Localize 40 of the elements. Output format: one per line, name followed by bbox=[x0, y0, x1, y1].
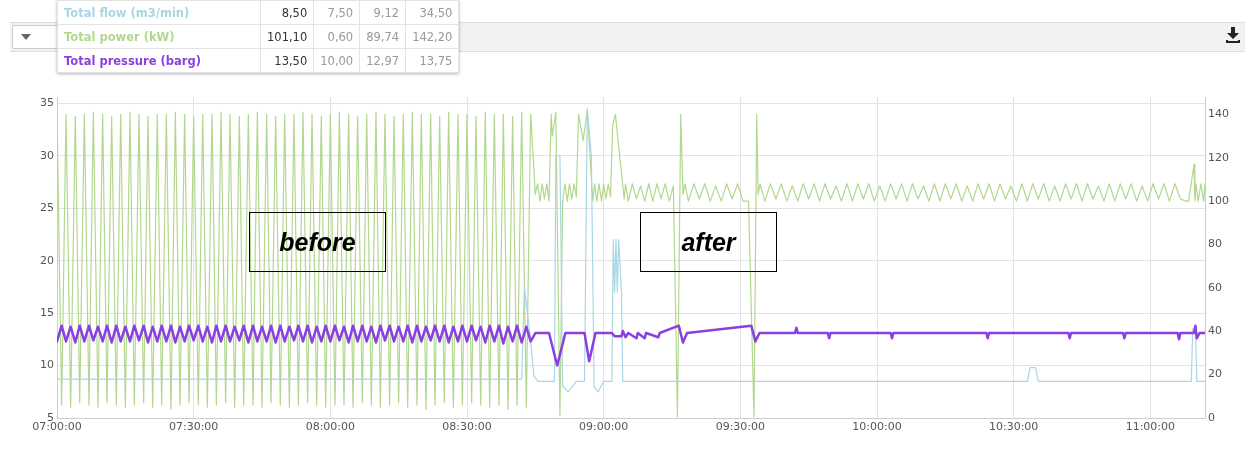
x-tick-label: 10:00:00 bbox=[852, 420, 902, 434]
y-tick-label: 10 bbox=[40, 358, 54, 372]
x-tick-label: 11:00:00 bbox=[1125, 420, 1176, 434]
text: 10,00 bbox=[313, 48, 360, 73]
text: 9,12 bbox=[359, 0, 406, 25]
y2-tick-label: 20 bbox=[1208, 367, 1222, 381]
y-tick-label: 20 bbox=[40, 253, 54, 267]
x-tick-label: 10:30:00 bbox=[988, 420, 1039, 434]
y2-tick-label: 40 bbox=[1208, 324, 1222, 338]
y-tick-label: 15 bbox=[40, 305, 54, 319]
x-tick-label: 09:30:00 bbox=[715, 420, 766, 434]
text: Total power (kW) bbox=[57, 24, 261, 49]
text: 13,75 bbox=[405, 48, 459, 73]
text: 142,20 bbox=[405, 24, 459, 49]
text: 89,74 bbox=[359, 24, 406, 49]
y2-tick-label: 100 bbox=[1208, 193, 1229, 207]
x-tick-label: 07:30:00 bbox=[168, 420, 219, 434]
text: Total pressure (barg) bbox=[57, 48, 261, 73]
y-tick-label: 30 bbox=[40, 148, 54, 162]
text: 7,50 bbox=[313, 0, 360, 25]
y2-tick-label: 140 bbox=[1208, 107, 1229, 121]
x-tick-label: 08:00:00 bbox=[305, 420, 356, 434]
annotation: before bbox=[249, 212, 386, 272]
y-tick-label: 35 bbox=[40, 96, 54, 110]
x-tick-label: 07:00:00 bbox=[32, 420, 82, 434]
x-tick-label: 08:30:00 bbox=[442, 420, 492, 434]
text: 0,60 bbox=[313, 24, 360, 49]
text: Total flow (m3/min) bbox=[57, 0, 261, 25]
text: 12,97 bbox=[359, 48, 406, 73]
y2-tick-label: 0 bbox=[1208, 410, 1215, 424]
text: 13,50 bbox=[260, 48, 314, 73]
y2-tick-label: 120 bbox=[1208, 150, 1229, 164]
text: 8,50 bbox=[260, 0, 314, 25]
y-tick-label: 25 bbox=[40, 201, 54, 215]
annotation: after bbox=[640, 212, 777, 272]
text: 101,10 bbox=[260, 24, 314, 49]
text: 34,50 bbox=[405, 0, 459, 25]
y2-tick-label: 60 bbox=[1208, 280, 1222, 294]
y2-tick-label: 80 bbox=[1208, 237, 1222, 251]
x-tick-label: 09:00:00 bbox=[578, 420, 629, 434]
